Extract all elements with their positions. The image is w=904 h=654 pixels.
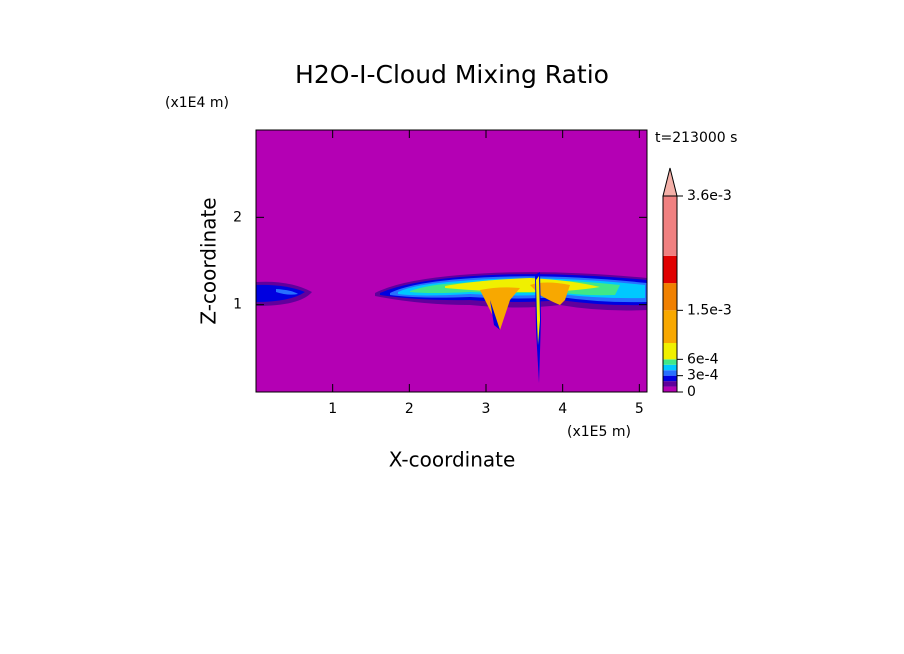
y-unit: (x1E4 m) <box>165 95 229 111</box>
colorbar-band <box>663 364 677 371</box>
colorbar-band <box>663 370 677 376</box>
colorbar-band <box>663 283 677 311</box>
y-tick-label: 1 <box>233 297 242 313</box>
plot-background <box>256 130 647 392</box>
colorbar-tick-label: 3.6e-3 <box>687 188 732 204</box>
colorbar-band <box>663 310 677 343</box>
colorbar-tick-label: 0 <box>687 384 696 400</box>
colorbar-band <box>663 381 677 387</box>
x-unit: (x1E5 m) <box>567 424 631 440</box>
colorbar-extension <box>662 167 678 197</box>
colorbar-tick-label: 3e-4 <box>687 368 719 384</box>
colorbar-band <box>663 386 677 392</box>
colorbar-band <box>663 255 677 284</box>
colorbar-tick-label: 1.5e-3 <box>687 302 732 318</box>
colorbar-band <box>663 343 677 360</box>
x-tick-label: 3 <box>482 401 491 417</box>
x-tick-label: 5 <box>635 401 644 417</box>
x-tick-label: 1 <box>328 401 337 417</box>
x-tick-label: 2 <box>405 401 414 417</box>
colorbar-band <box>663 375 677 382</box>
colorbar-frame <box>662 195 678 393</box>
colorbar-band <box>663 359 677 365</box>
chart-title: H2O-I-Cloud Mixing Ratio <box>295 60 609 89</box>
cloud-field <box>256 272 647 383</box>
colorbar-tick-label: 6e-4 <box>687 351 719 367</box>
plot-frame <box>255 129 648 393</box>
y-tick-label: 2 <box>233 209 242 225</box>
y-axis-title: Z-coordinate <box>197 197 221 324</box>
time-label: t=213000 s <box>655 130 737 146</box>
x-axis-title: X-coordinate <box>389 448 516 472</box>
colorbar-band <box>663 196 677 256</box>
x-tick-label: 4 <box>558 401 567 417</box>
